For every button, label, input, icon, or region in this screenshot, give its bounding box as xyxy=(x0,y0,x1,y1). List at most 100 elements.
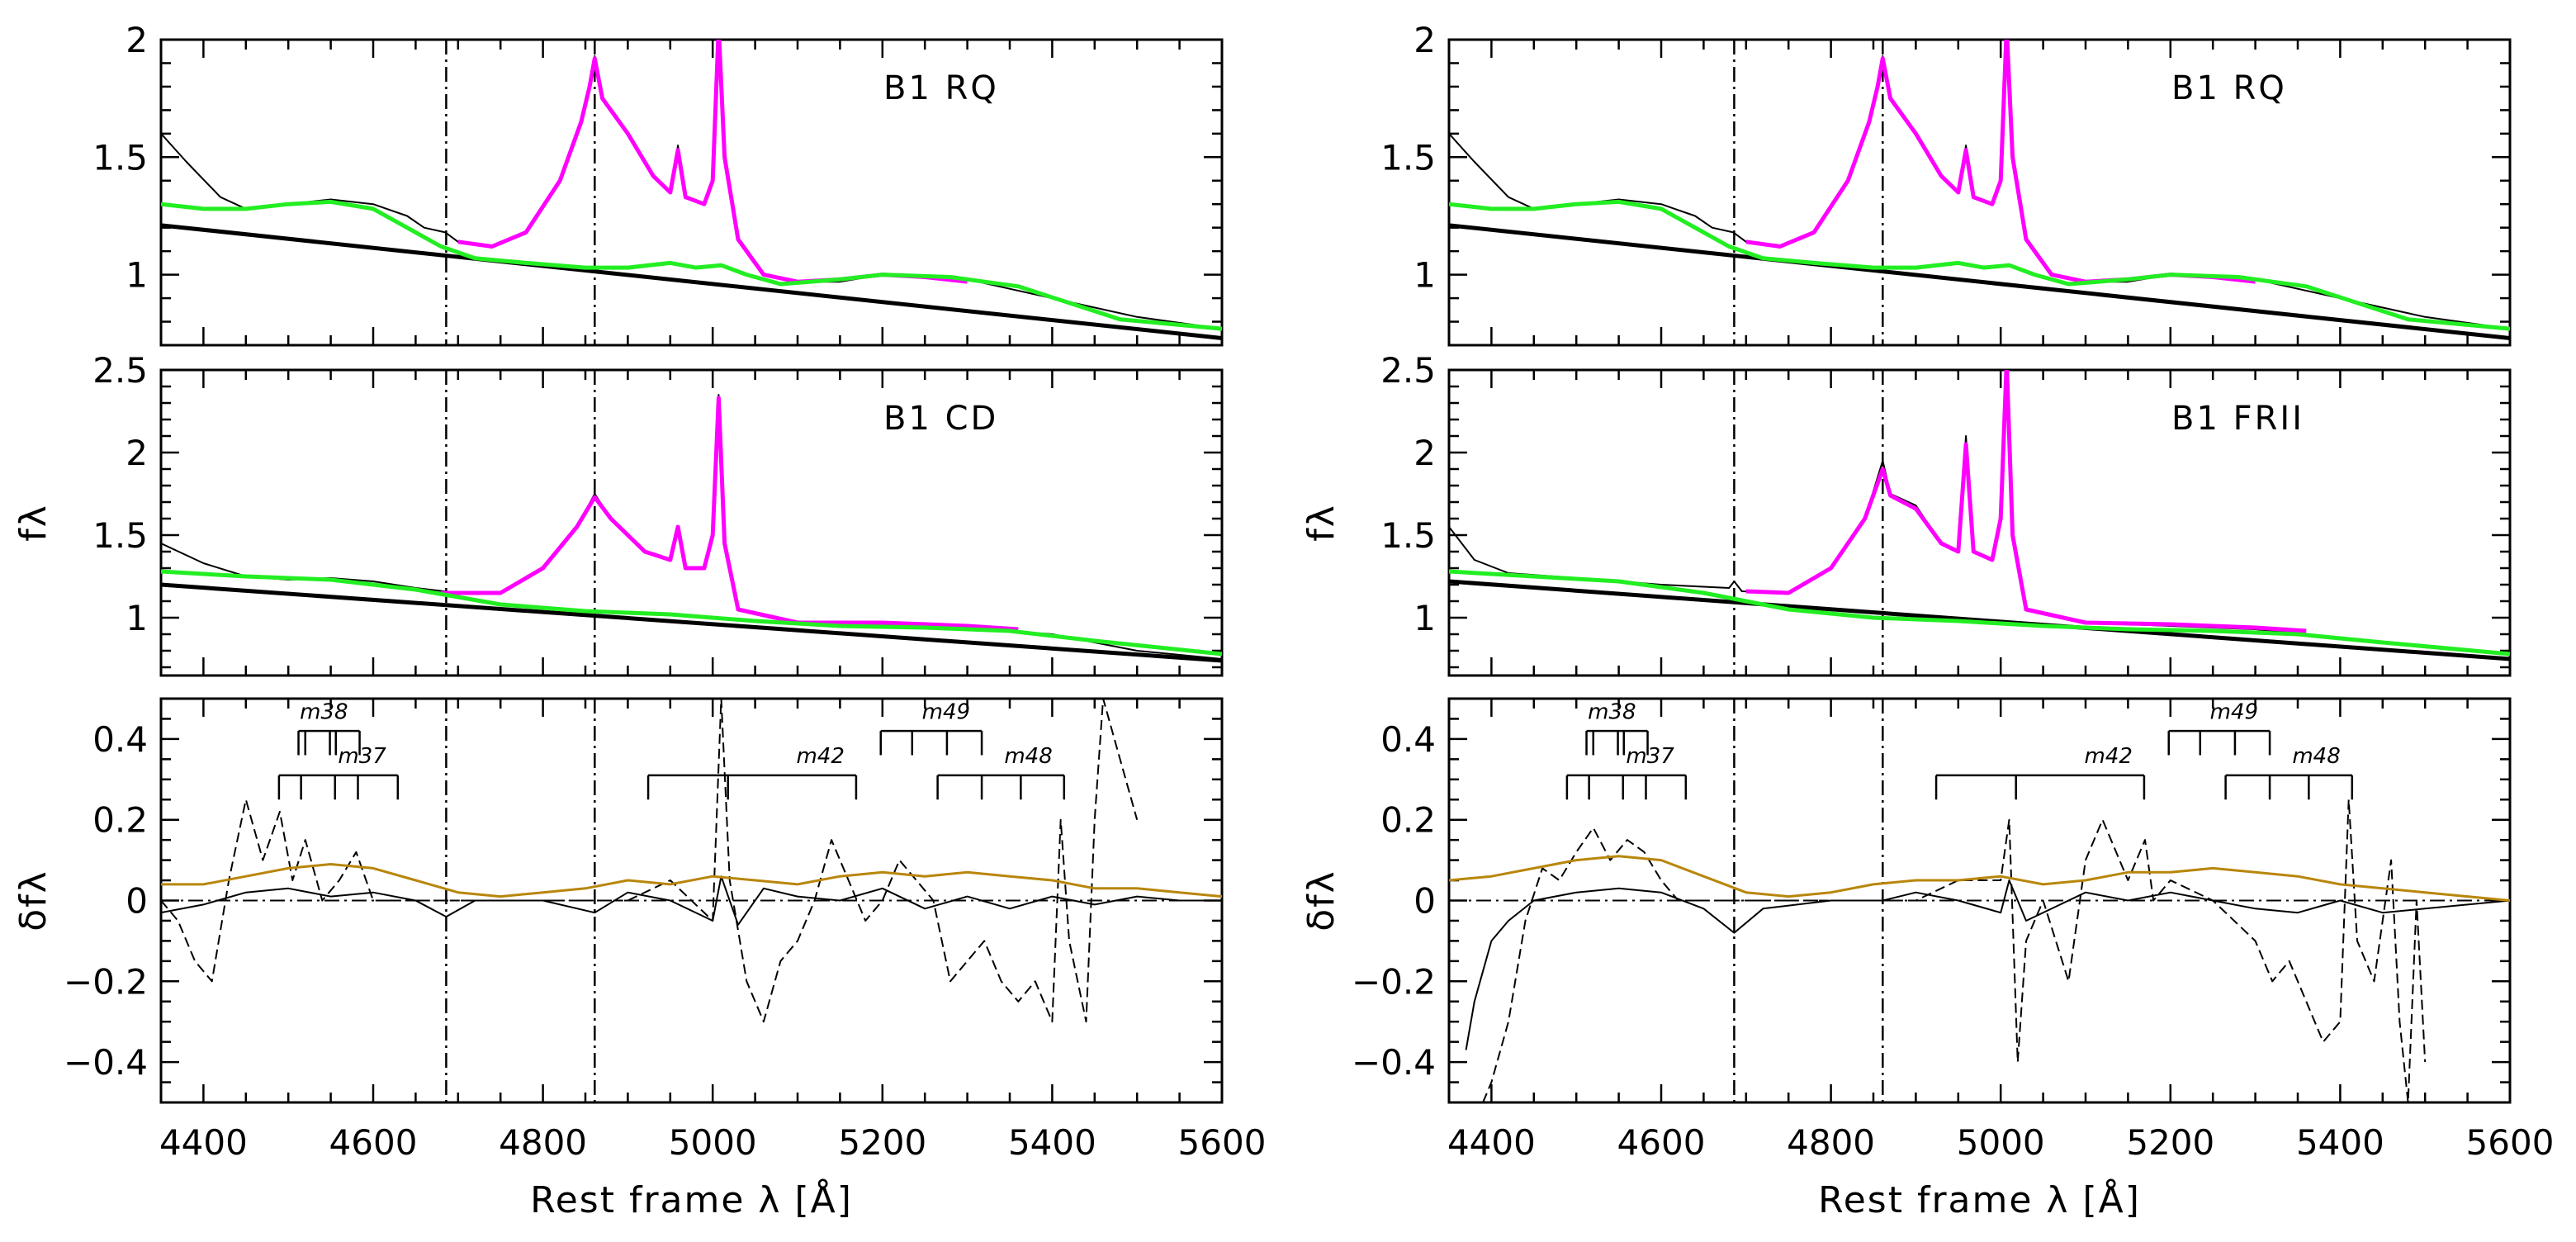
multiplet-m38: m38 xyxy=(1585,699,1649,756)
series-scaled-template xyxy=(1449,855,2510,902)
y-tick-label: 2.5 xyxy=(92,350,148,391)
y-tick-label: 1.5 xyxy=(92,137,148,178)
series-observed xyxy=(161,394,1222,660)
panel-1: 1 1.5 2 2.5 fλ B1 FRII xyxy=(1300,350,2512,677)
multiplet-m37: m37 xyxy=(1565,744,1688,800)
x-tick-label: 5400 xyxy=(2296,1122,2384,1163)
x-tick-label: 5600 xyxy=(1178,1122,1267,1163)
x-tick-label: 4400 xyxy=(159,1122,248,1163)
series-residual-dashed xyxy=(161,699,1139,1023)
y-tick-label: −0.4 xyxy=(1352,1042,1436,1083)
multiplet-m42: m42 xyxy=(1934,744,2146,800)
y-tick-label: 1 xyxy=(1413,255,1436,296)
series-feii-template xyxy=(161,199,1222,331)
series-model-fit xyxy=(457,40,968,284)
x-tick-label: 4800 xyxy=(499,1122,587,1163)
panel-label: B1 FRII xyxy=(2171,400,2304,438)
left-figure: 1 1.5 2 B1 RQ 1 1.5 2 2.5 fλ B1 CD −0.4 −0.2 0 0.2 0.4… xyxy=(12,20,1266,1221)
multiplet-label: m37 xyxy=(1626,744,1674,769)
y-tick-label: 2.5 xyxy=(1380,350,1436,391)
x-tick-label: 5200 xyxy=(2126,1122,2214,1163)
y-tick-label: 1.5 xyxy=(92,515,148,556)
x-axis: 4400 4600 4800 5000 5200 5400 5600 Rest frame λ… xyxy=(159,1122,1266,1221)
panel-frame xyxy=(1447,368,2512,677)
series-residual-dashed xyxy=(1482,799,2427,1102)
y-tick-label: 2 xyxy=(1413,433,1436,473)
y-tick-label: 1.5 xyxy=(1380,515,1436,556)
x-tick-label: 5400 xyxy=(1008,1122,1096,1163)
panel-label: B1 RQ xyxy=(2171,69,2287,107)
y-tick-label: 1 xyxy=(125,255,148,296)
x-axis-title: Rest frame λ [Å] xyxy=(1818,1178,2141,1221)
series-continuum xyxy=(161,223,1222,340)
y-axis-title: fλ xyxy=(1300,504,1342,542)
y-tick-label: −0.2 xyxy=(1352,961,1436,1002)
x-tick-label: 4800 xyxy=(1787,1122,1875,1163)
y-tick-label: 0.4 xyxy=(1380,719,1436,760)
series-continuum xyxy=(161,582,1222,663)
multiplet-m38: m38 xyxy=(297,699,361,756)
multiplet-m49: m49 xyxy=(2167,699,2271,756)
series-model-fit xyxy=(1745,40,2256,284)
series-observed xyxy=(1449,370,2510,655)
panel-frame xyxy=(159,368,1224,677)
x-tick-label: 5000 xyxy=(1957,1122,2045,1163)
multiplet-m48: m48 xyxy=(936,744,1066,800)
multiplet-label: m37 xyxy=(338,744,386,769)
multiplet-label: m38 xyxy=(1588,699,1636,724)
multiplet-m49: m49 xyxy=(879,699,983,756)
y-tick-label: 0.2 xyxy=(92,800,148,841)
y-tick-label: 1.5 xyxy=(1380,137,1436,178)
y-axis-title: fλ xyxy=(12,504,54,542)
y-axis-title: δfλ xyxy=(1300,870,1342,931)
multiplet-label: m48 xyxy=(1004,744,1052,769)
multiplet-label: m49 xyxy=(922,699,970,724)
y-tick-label: 1 xyxy=(1413,598,1436,638)
y-tick-label: 1 xyxy=(125,598,148,638)
panel-1: 1 1.5 2 2.5 fλ B1 CD xyxy=(12,350,1224,677)
panel-frame xyxy=(159,38,1224,347)
x-tick-label: 5600 xyxy=(2466,1122,2555,1163)
x-tick-label: 5200 xyxy=(838,1122,926,1163)
x-tick-label: 4600 xyxy=(1617,1122,1706,1163)
y-tick-label: 2 xyxy=(125,433,148,473)
series-scaled-template xyxy=(161,863,1222,898)
x-tick-label: 4400 xyxy=(1447,1122,1536,1163)
y-tick-label: 0 xyxy=(1413,881,1436,922)
y-tick-label: 0.2 xyxy=(1380,800,1436,841)
right-figure: 1 1.5 2 B1 RQ 1 1.5 2 2.5 fλ B1 FRII −0.4 −0.2 0 0.2 0… xyxy=(1300,20,2554,1221)
multiplet-label: m49 xyxy=(2210,699,2258,724)
x-tick-label: 4600 xyxy=(329,1122,418,1163)
panel-2: −0.4 −0.2 0 0.2 0.4 δfλ m38 m37 m42 m49 m48 xyxy=(12,697,1224,1104)
y-tick-label: −0.2 xyxy=(64,961,148,1002)
panel-0: 1 1.5 2 B1 RQ xyxy=(1380,20,2512,347)
panel-0: 1 1.5 2 B1 RQ xyxy=(92,20,1224,347)
series-feii-template xyxy=(1449,569,2510,657)
series-continuum xyxy=(1449,223,2510,340)
series-residual-solid xyxy=(161,875,1222,926)
series-residual-solid xyxy=(1465,879,2510,1050)
multiplet-label: m38 xyxy=(300,699,348,724)
multiplet-label: m48 xyxy=(2292,744,2340,769)
panel-frame xyxy=(1447,38,2512,347)
y-tick-label: 2 xyxy=(125,20,148,60)
series-model-fit xyxy=(1745,370,2307,633)
multiplet-label: m42 xyxy=(797,744,845,769)
multiplet-m37: m37 xyxy=(277,744,400,800)
y-tick-label: 0.4 xyxy=(92,719,148,760)
x-tick-label: 5000 xyxy=(669,1122,757,1163)
y-tick-label: −0.4 xyxy=(64,1042,148,1083)
multiplet-m48: m48 xyxy=(2224,744,2354,800)
panel-label: B1 CD xyxy=(883,400,998,438)
series-feii-template xyxy=(161,569,1222,657)
x-axis-title: Rest frame λ [Å] xyxy=(530,1178,853,1221)
y-tick-label: 0 xyxy=(125,881,148,922)
panel-label: B1 RQ xyxy=(883,69,999,107)
multiplet-label: m42 xyxy=(2085,744,2133,769)
y-tick-label: 2 xyxy=(1413,20,1436,60)
x-axis: 4400 4600 4800 5000 5200 5400 5600 Rest frame λ… xyxy=(1447,1122,2554,1221)
panel-2: −0.4 −0.2 0 0.2 0.4 δfλ m38 m37 m42 m49 m48 xyxy=(1300,697,2512,1104)
y-axis-title: δfλ xyxy=(12,870,54,931)
series-feii-template xyxy=(1449,199,2510,331)
